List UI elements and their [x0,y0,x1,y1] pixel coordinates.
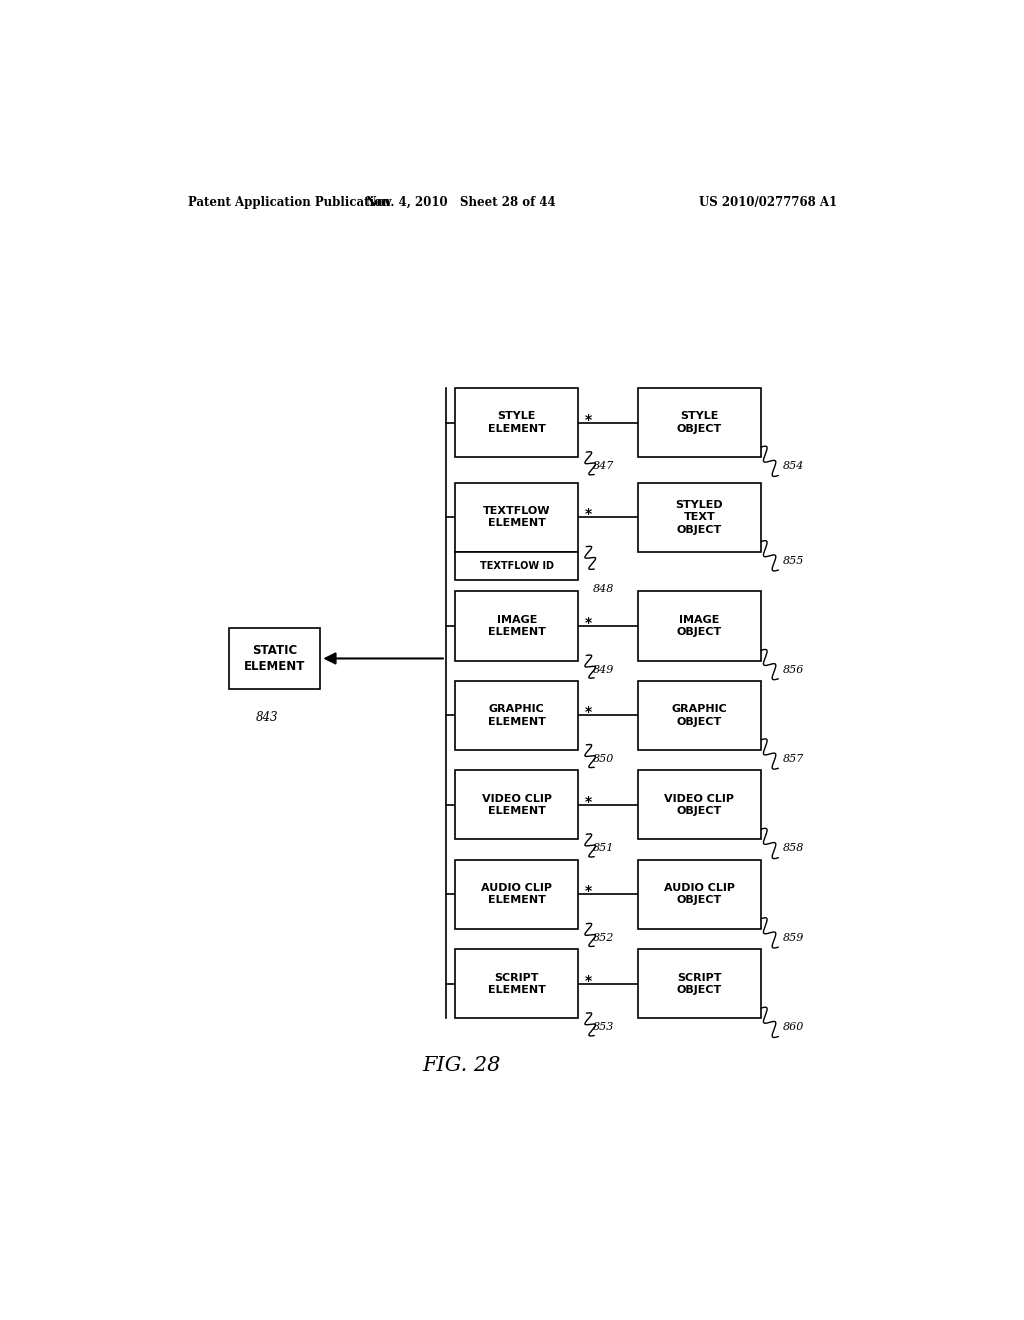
Text: TEXTFLOW
ELEMENT: TEXTFLOW ELEMENT [483,506,551,528]
Text: *: * [585,705,592,719]
FancyBboxPatch shape [456,681,579,750]
Text: GRAPHIC
OBJECT: GRAPHIC OBJECT [672,704,727,726]
Text: 855: 855 [783,556,805,566]
Text: 858: 858 [783,843,805,854]
FancyBboxPatch shape [456,483,579,552]
Text: IMAGE
ELEMENT: IMAGE ELEMENT [487,615,546,638]
FancyBboxPatch shape [638,388,761,457]
Text: 857: 857 [783,754,805,764]
Text: *: * [585,974,592,987]
Text: 843: 843 [256,711,279,725]
FancyBboxPatch shape [638,681,761,750]
Text: US 2010/0277768 A1: US 2010/0277768 A1 [699,195,838,209]
Text: *: * [585,616,592,630]
Text: SCRIPT
ELEMENT: SCRIPT ELEMENT [487,973,546,995]
FancyBboxPatch shape [456,771,579,840]
FancyBboxPatch shape [456,552,579,581]
Text: AUDIO CLIP
ELEMENT: AUDIO CLIP ELEMENT [481,883,552,906]
Text: STYLE
OBJECT: STYLE OBJECT [677,412,722,434]
Text: FIG. 28: FIG. 28 [422,1056,501,1074]
FancyBboxPatch shape [456,388,579,457]
Text: IMAGE
OBJECT: IMAGE OBJECT [677,615,722,638]
Text: TEXTFLOW ID: TEXTFLOW ID [480,561,554,572]
Text: SCRIPT
OBJECT: SCRIPT OBJECT [677,973,722,995]
Text: 847: 847 [593,461,614,471]
Text: STYLE
ELEMENT: STYLE ELEMENT [487,412,546,434]
FancyBboxPatch shape [638,949,761,1018]
Text: 854: 854 [783,461,805,471]
Text: VIDEO CLIP
ELEMENT: VIDEO CLIP ELEMENT [482,793,552,816]
FancyBboxPatch shape [229,628,321,689]
Text: STYLED
TEXT
OBJECT: STYLED TEXT OBJECT [676,500,723,535]
Text: GRAPHIC
ELEMENT: GRAPHIC ELEMENT [487,704,546,726]
FancyBboxPatch shape [638,483,761,552]
Text: 860: 860 [783,1022,805,1032]
Text: *: * [585,507,592,521]
FancyBboxPatch shape [456,949,579,1018]
Text: STATIC
ELEMENT: STATIC ELEMENT [244,644,305,673]
Text: Patent Application Publication: Patent Application Publication [187,195,390,209]
FancyBboxPatch shape [638,771,761,840]
FancyBboxPatch shape [456,591,579,660]
Text: 848: 848 [593,585,614,594]
Text: VIDEO CLIP
OBJECT: VIDEO CLIP OBJECT [665,793,734,816]
Text: 853: 853 [593,1022,614,1032]
Text: *: * [585,884,592,898]
FancyBboxPatch shape [456,859,579,929]
FancyBboxPatch shape [638,859,761,929]
Text: 849: 849 [593,664,614,675]
Text: 859: 859 [783,933,805,942]
Text: AUDIO CLIP
OBJECT: AUDIO CLIP OBJECT [664,883,735,906]
Text: 852: 852 [593,933,614,942]
Text: 850: 850 [593,754,614,764]
Text: *: * [585,413,592,426]
Text: 851: 851 [593,843,614,854]
Text: *: * [585,795,592,809]
Text: 856: 856 [783,664,805,675]
FancyBboxPatch shape [638,591,761,660]
Text: Nov. 4, 2010   Sheet 28 of 44: Nov. 4, 2010 Sheet 28 of 44 [367,195,556,209]
